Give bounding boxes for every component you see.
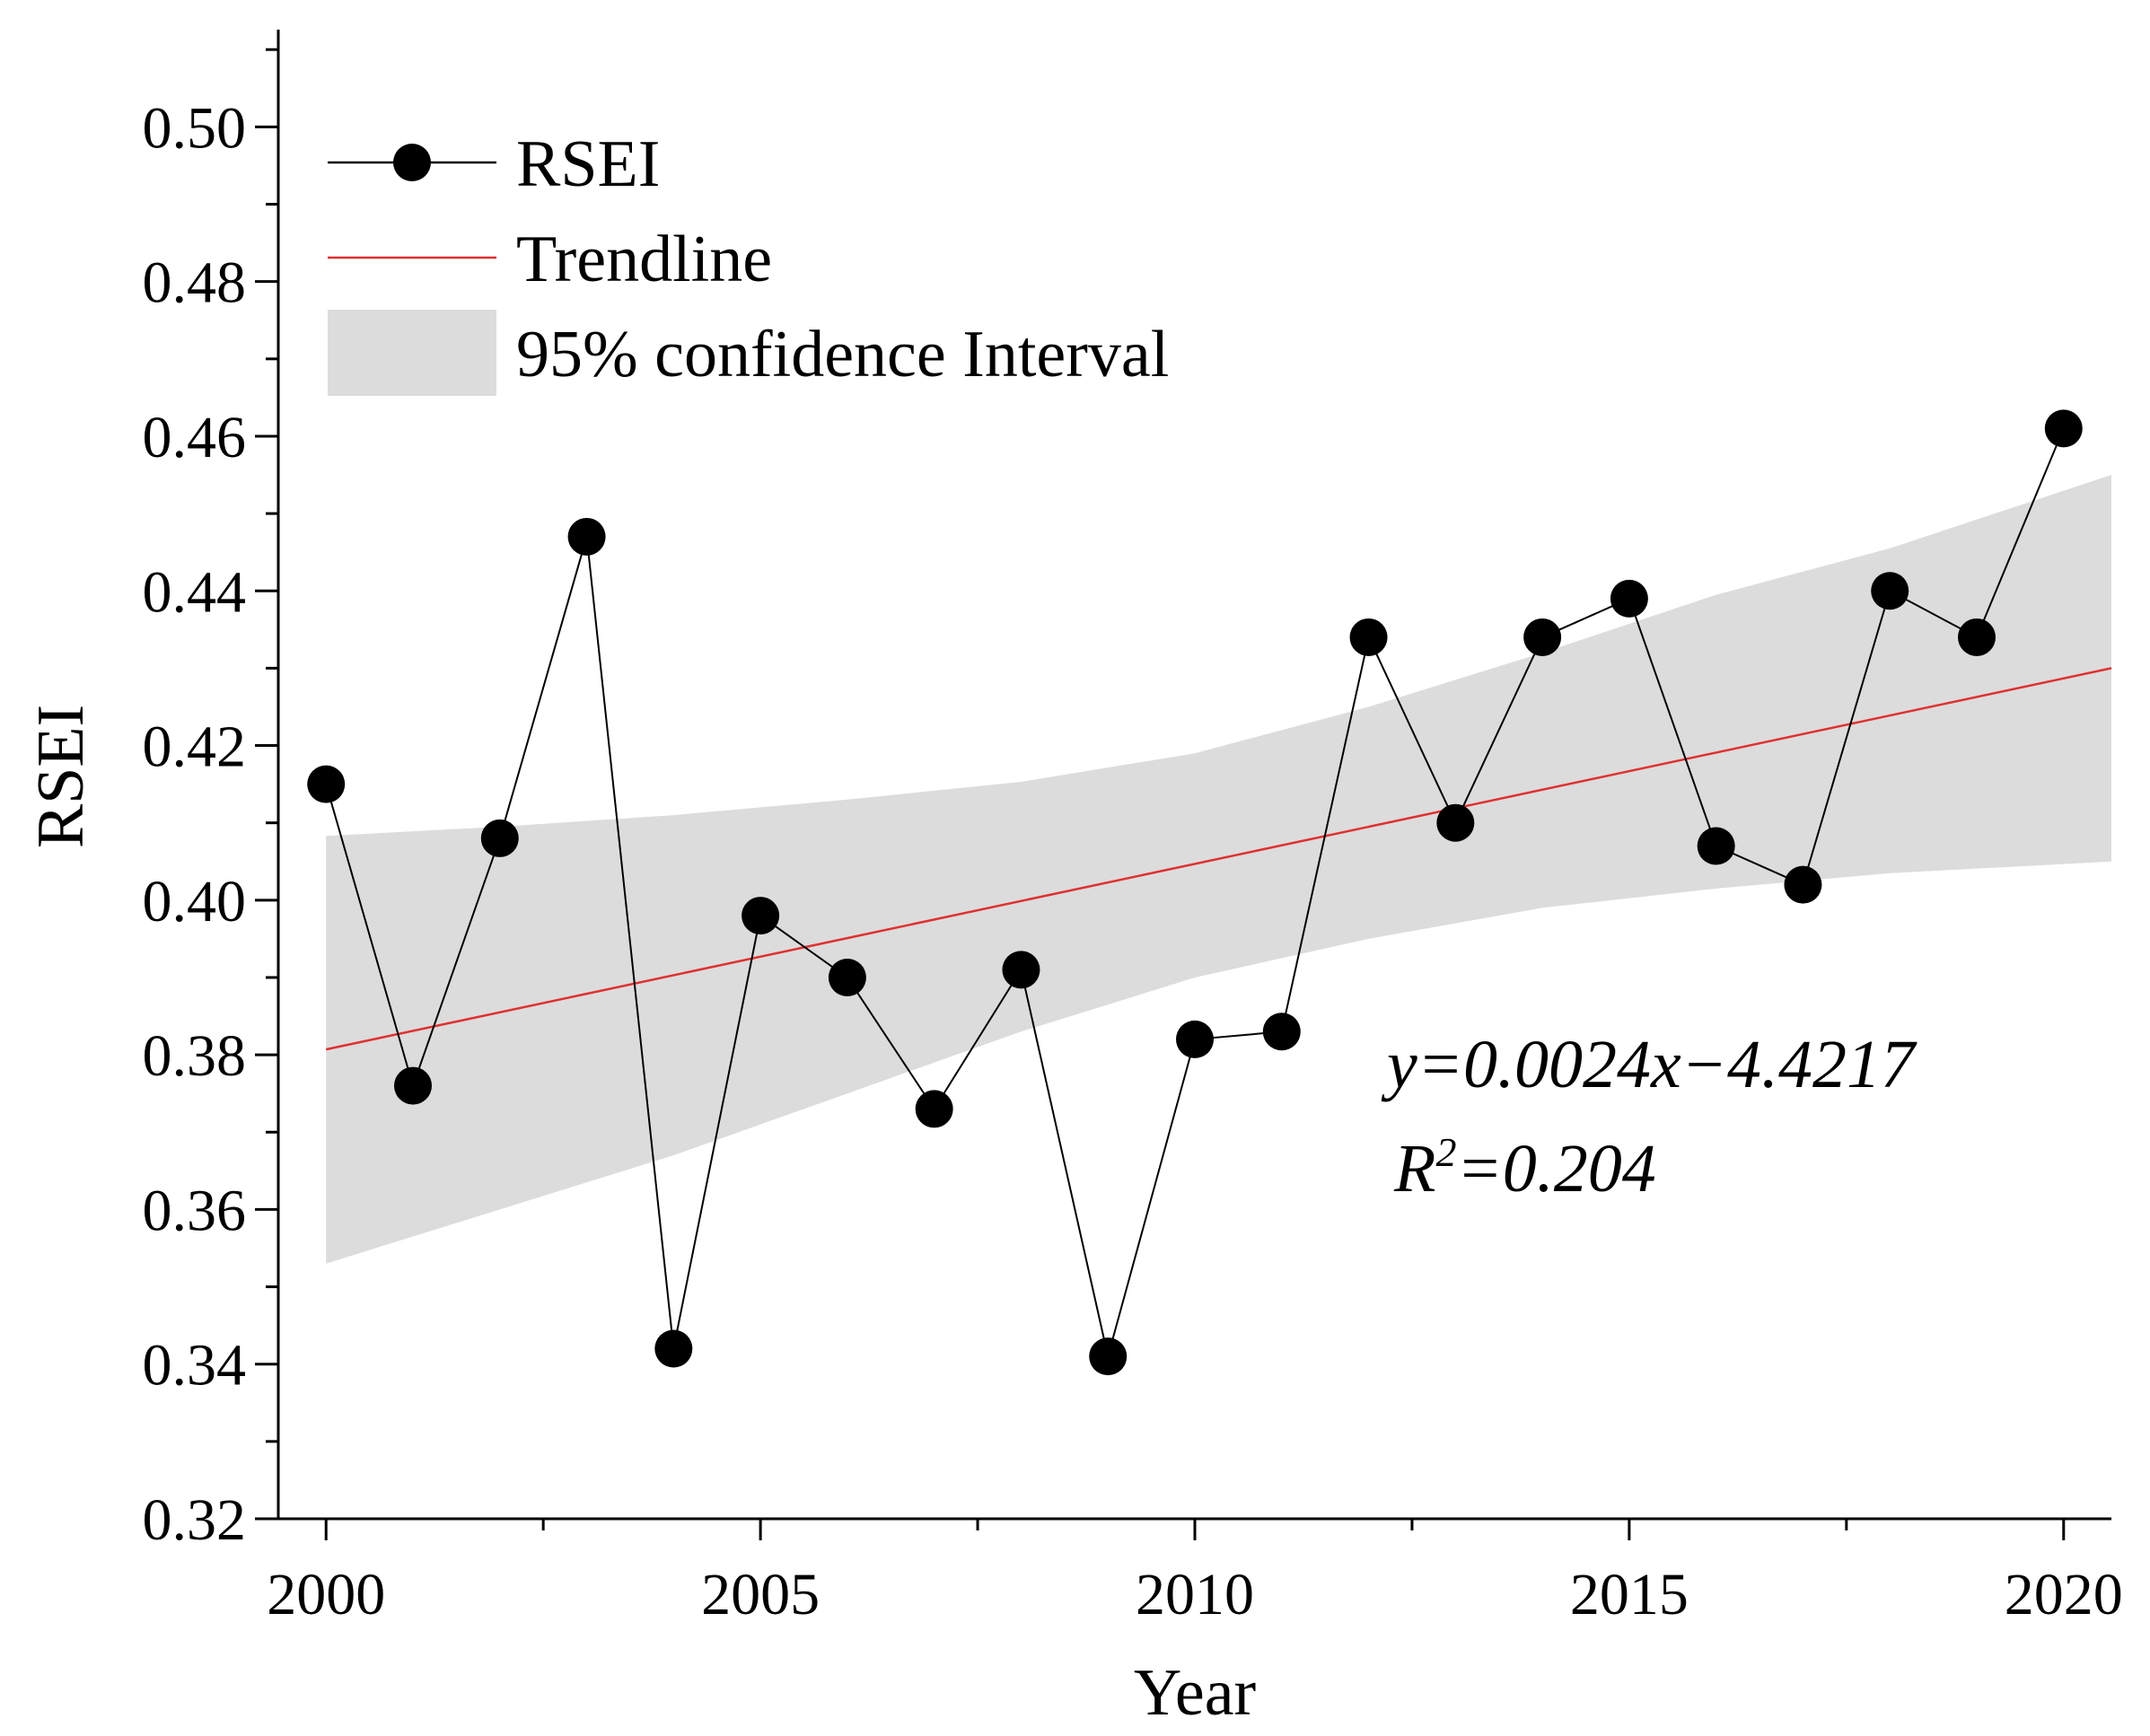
legend-label-rsei: RSEI [516,127,660,201]
rsei-point-2013 [1436,803,1475,842]
rsei-point-2014 [1523,618,1562,656]
trendline-layer [325,667,2112,1051]
y-tick-label: 0.38 [143,1023,247,1089]
r-squared-exponent: 2 [1435,1129,1456,1175]
y-axis-title: RSEI [24,705,98,848]
y-tick-label: 0.36 [143,1178,247,1243]
y-tick-label: 0.50 [143,95,247,161]
confidence-band-layer [326,475,2112,1264]
x-tick-label: 2000 [267,1562,385,1627]
y-tick-label: 0.32 [143,1487,247,1553]
y-tick-label: 0.42 [143,715,247,780]
rsei-point-2018 [1871,572,1909,610]
rsei-point-2001 [394,1066,433,1105]
x-tick-label: 2010 [1136,1562,1254,1627]
r-squared-value: =0.204 [1456,1131,1655,1206]
rsei-point-2015 [1610,579,1648,618]
legend-band-swatch [328,310,496,396]
rsei-point-2012 [1349,618,1388,656]
axes-layer: 0.32 0.34 0.36 0.38 0.40 0.42 0.44 0.46 0.48 0.50… [24,30,2123,1730]
y-tick-label: 0.46 [143,405,247,470]
confidence-band [326,475,2112,1264]
y-tick-label: 0.40 [143,869,247,934]
x-tick-label: 2015 [1570,1562,1689,1627]
regression-annotation: y=0.0024x−4.4217 R2=0.204 [1381,1027,1917,1206]
x-axis-title: Year [1134,1656,1256,1730]
rsei-point-2010 [1176,1020,1214,1058]
y-tick-label: 0.34 [143,1333,247,1398]
rsei-point-2000 [307,765,346,803]
legend-rsei-marker-sample [393,144,431,181]
rsei-point-2005 [742,897,780,935]
rsei-point-2017 [1784,865,1822,904]
legend-label-trendline: Trendline [516,223,772,296]
x-tick-label: 2005 [701,1562,820,1627]
legend: RSEI Trendline 95% confidence Interval [328,127,1169,396]
regression-equation: y=0.0024x−4.4217 [1381,1027,1917,1102]
r-squared-text: R2=0.204 [1393,1129,1656,1206]
legend-label-confidence-interval: 95% confidence Interval [516,318,1169,391]
rsei-point-2003 [567,517,606,556]
y-tick-label: 0.48 [143,250,247,316]
rsei-point-2019 [1957,618,1996,656]
rsei-point-2011 [1262,1013,1301,1051]
rsei-point-2016 [1697,827,1735,865]
x-tick-label: 2020 [2005,1562,2123,1627]
trendline [325,667,2112,1051]
rsei-point-2020 [2044,409,2083,448]
rsei-point-2008 [1002,951,1040,989]
rsei-point-2004 [654,1329,693,1368]
rsei-point-2002 [480,819,519,857]
rsei-point-2009 [1089,1337,1128,1376]
y-tick-label: 0.44 [143,559,247,625]
r-squared-prefix: R [1393,1131,1435,1206]
rsei-point-2007 [915,1090,953,1128]
rsei-point-2006 [828,958,866,996]
series-layer [307,409,2083,1376]
